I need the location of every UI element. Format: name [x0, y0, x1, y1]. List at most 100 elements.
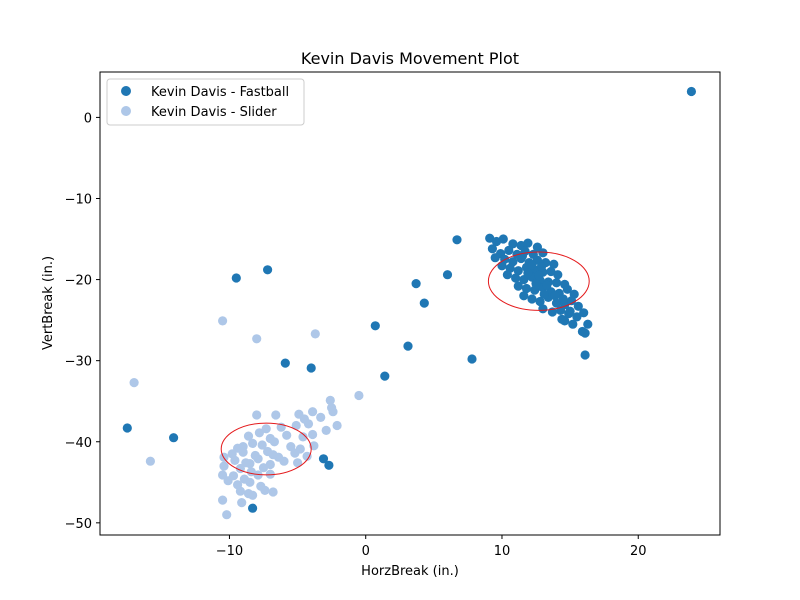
data-point-fastball — [539, 289, 549, 299]
data-point-fastball — [513, 281, 523, 291]
data-point-slider — [303, 419, 314, 429]
data-point-fastball — [542, 280, 552, 290]
data-point-slider — [145, 456, 155, 466]
data-point-fastball — [497, 261, 507, 271]
data-point-fastball — [370, 321, 380, 331]
data-point-fastball — [513, 266, 523, 276]
data-point-slider — [248, 438, 258, 448]
data-point-slider — [218, 470, 228, 480]
data-point-fastball — [557, 314, 567, 324]
data-point-fastball — [550, 291, 560, 301]
legend: Kevin Davis - Fastball Kevin Davis - Sli… — [106, 78, 305, 126]
data-point-fastball — [580, 328, 590, 338]
data-point-fastball — [565, 306, 575, 316]
data-point-slider — [302, 451, 312, 461]
data-point-fastball — [583, 319, 593, 329]
data-point-fastball — [169, 433, 179, 443]
legend-marker-fastball — [121, 86, 131, 96]
data-point-fastball — [580, 350, 590, 360]
data-point-fastball — [527, 294, 537, 304]
data-point-slider — [253, 454, 263, 464]
data-point-fastball — [248, 503, 258, 513]
data-point-fastball — [573, 301, 583, 311]
data-point-fastball — [572, 312, 582, 322]
data-point-fastball — [579, 308, 589, 318]
legend-label-fastball: Kevin Davis - Fastball — [151, 85, 289, 100]
data-point-slider — [269, 437, 279, 447]
y-axis-title: VertBreak (in.) — [41, 256, 56, 350]
cluster-ellipse — [487, 251, 590, 311]
data-point-fastball — [538, 248, 548, 258]
data-point-fastball — [467, 354, 477, 364]
data-point-slider — [265, 469, 275, 479]
data-point-fastball — [318, 454, 329, 464]
data-point-slider — [290, 448, 300, 458]
data-point-slider — [321, 425, 331, 435]
data-point-fastball — [566, 296, 577, 306]
data-point-slider — [222, 510, 232, 520]
data-point-fastball — [452, 235, 462, 245]
data-point-fastball — [523, 238, 533, 248]
data-point-slider — [354, 390, 364, 401]
data-point-fastball — [324, 460, 334, 470]
data-point-fastball — [442, 270, 453, 280]
y-tick-label: −10 — [65, 192, 92, 207]
data-point-fastball — [490, 253, 500, 263]
data-point-slider — [218, 316, 228, 326]
data-point-slider — [235, 486, 245, 496]
data-point-slider — [308, 407, 318, 417]
data-point-slider — [279, 456, 289, 466]
data-point-slider — [245, 477, 255, 487]
data-point-fastball — [411, 279, 421, 289]
data-point-fastball — [498, 234, 508, 244]
data-point-fastball — [536, 262, 547, 272]
data-point-fastball — [485, 233, 495, 243]
cluster-ellipse — [220, 422, 312, 476]
plot-area — [122, 86, 697, 520]
data-point-slider — [328, 407, 338, 417]
data-point-slider — [238, 442, 248, 452]
legend-label-slider: Kevin Davis - Slider — [151, 105, 277, 120]
data-point-fastball — [521, 283, 532, 294]
y-tick-label: −40 — [65, 436, 92, 451]
y-tick-label: 0 — [84, 111, 92, 126]
data-point-slider — [271, 410, 281, 420]
data-point-slider — [219, 452, 229, 462]
data-point-fastball — [487, 244, 497, 254]
data-point-slider — [260, 485, 270, 495]
data-point-fastball — [122, 423, 132, 433]
data-point-fastball — [686, 86, 697, 97]
data-point-slider — [257, 440, 267, 450]
data-point-slider — [261, 424, 271, 434]
data-point-fastball — [419, 298, 429, 308]
data-point-fastball — [527, 260, 537, 270]
data-point-slider — [325, 395, 335, 405]
data-point-fastball — [519, 291, 529, 301]
y-tick-label: −20 — [65, 274, 92, 289]
data-point-fastball — [510, 273, 521, 283]
data-point-fastball — [558, 294, 568, 304]
data-point-fastball — [502, 270, 512, 280]
data-point-slider — [218, 495, 228, 505]
data-point-slider — [254, 428, 264, 438]
chart-title: Kevin Davis Movement Plot — [301, 49, 519, 68]
data-point-slider — [298, 432, 308, 442]
x-tick-label: 10 — [494, 544, 511, 559]
axis-ticks: −10 0 10 20 0 −10 −20 −30 −40 −50 — [65, 111, 647, 559]
data-point-slider — [293, 458, 303, 468]
data-point-fastball — [562, 284, 573, 294]
data-point-slider — [230, 455, 240, 465]
data-point-fastball — [532, 242, 543, 252]
x-tick-label: 20 — [630, 544, 647, 559]
data-point-fastball — [534, 270, 544, 281]
data-point-slider — [282, 430, 292, 440]
data-point-fastball — [551, 278, 562, 288]
data-point-fastball — [380, 371, 390, 381]
data-point-slider — [291, 420, 301, 431]
data-point-fastball — [280, 358, 290, 368]
data-point-slider — [310, 329, 320, 339]
x-tick-label: 0 — [362, 544, 370, 559]
data-point-slider — [332, 420, 342, 431]
